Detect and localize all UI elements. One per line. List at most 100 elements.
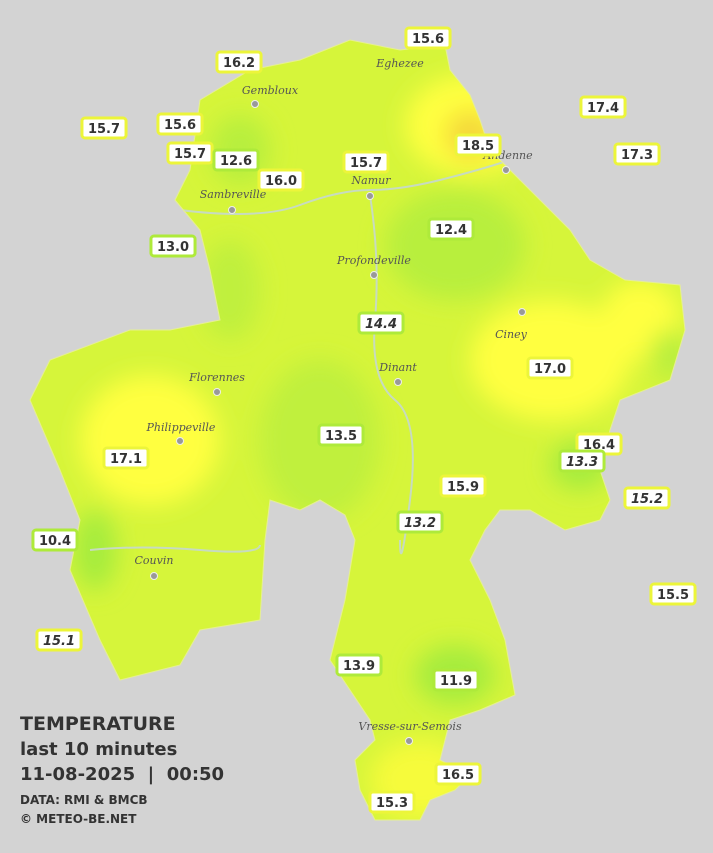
town-dot xyxy=(150,572,158,580)
station-label: 15.2 xyxy=(631,492,663,507)
town-dot xyxy=(518,308,526,316)
station-label: 16.2 xyxy=(223,56,255,71)
legend-title: TEMPERATURE xyxy=(20,713,176,735)
town-label: Sambreville xyxy=(200,188,267,201)
station-box xyxy=(613,142,661,166)
station-label: 17.0 xyxy=(534,362,566,377)
station-box xyxy=(31,528,79,552)
town-dot xyxy=(176,437,184,445)
station-box xyxy=(335,653,383,677)
station: 15.7 xyxy=(80,116,128,140)
station-box xyxy=(649,582,697,606)
station-label: 16.5 xyxy=(442,768,474,783)
station: 17.1 xyxy=(102,446,150,470)
town-dot xyxy=(502,166,510,174)
station: 15.3 xyxy=(368,790,416,814)
station-label: 13.0 xyxy=(157,240,189,255)
station-box xyxy=(404,26,452,50)
town-dot xyxy=(366,192,374,200)
station: 13.0 xyxy=(149,234,197,258)
town-label: Couvin xyxy=(135,554,174,567)
station-label: 15.7 xyxy=(350,156,382,171)
station-box xyxy=(102,446,150,470)
station: 15.9 xyxy=(439,474,487,498)
station-box xyxy=(579,95,627,119)
legend-credit: © METEO-BE.NET xyxy=(20,812,137,826)
station: 10.4 xyxy=(31,528,79,552)
station: 14.4 xyxy=(357,311,405,335)
station: 13.9 xyxy=(335,653,383,677)
town-dot xyxy=(370,271,378,279)
station-box xyxy=(432,668,480,692)
station-box xyxy=(317,423,365,447)
station-label: 16.4 xyxy=(583,438,615,453)
station: 15.7 xyxy=(166,141,214,165)
station: 15.5 xyxy=(649,582,697,606)
stations: 16.2 15.6 17.4 15.7 15.6 18.5 15.7 12.6 15.7 17.3… xyxy=(31,26,697,814)
station: 18.5 xyxy=(454,133,502,157)
station: 15.7 xyxy=(342,150,390,174)
town-label: Vresse-sur-Semois xyxy=(358,720,462,733)
station-label: 17.1 xyxy=(110,452,142,467)
station-label: 15.1 xyxy=(43,634,75,649)
town-label: Eghezee xyxy=(375,57,424,70)
station: 13.2 xyxy=(396,510,444,534)
station: 15.2 xyxy=(623,486,671,510)
station-label: 17.4 xyxy=(587,101,619,116)
station-box xyxy=(166,141,214,165)
station-label: 13.5 xyxy=(325,429,357,444)
station: 13.5 xyxy=(317,423,365,447)
station-label: 12.4 xyxy=(435,223,467,238)
station-label: 12.6 xyxy=(220,154,252,169)
town-label: Namur xyxy=(351,174,392,187)
town-label: Dinant xyxy=(378,361,417,374)
town-dot xyxy=(228,206,236,214)
towns: EghezeeGemblouxAndenneNamurSambrevillePr… xyxy=(135,57,533,745)
station: 12.4 xyxy=(427,217,475,241)
station-box xyxy=(396,510,444,534)
station-label: 15.3 xyxy=(376,796,408,811)
town-label: Profondeville xyxy=(336,254,411,267)
station: 15.6 xyxy=(156,112,204,136)
station-box xyxy=(212,148,260,172)
station: 11.9 xyxy=(432,668,480,692)
station-box xyxy=(342,150,390,174)
station: 12.6 xyxy=(212,148,260,172)
station-label: 15.7 xyxy=(174,147,206,162)
town-label: Florennes xyxy=(188,371,245,384)
station-label: 11.9 xyxy=(440,674,472,689)
station-label: 18.5 xyxy=(462,139,494,154)
legend: TEMPERATURE last 10 minutes 11-08-2025 |… xyxy=(20,713,224,826)
station: 15.1 xyxy=(35,628,83,652)
station-box xyxy=(434,762,482,786)
town-dot xyxy=(394,378,402,386)
station-label: 15.9 xyxy=(447,480,479,495)
station-label: 10.4 xyxy=(39,534,71,549)
town-dot xyxy=(251,100,259,108)
station-label: 15.6 xyxy=(412,32,444,47)
station: 16.5 xyxy=(434,762,482,786)
station-box xyxy=(357,311,405,335)
town-label: Gembloux xyxy=(242,84,299,97)
station-box xyxy=(454,133,502,157)
town-dot xyxy=(213,388,221,396)
town-label: Philippeville xyxy=(146,421,216,434)
station-box xyxy=(80,116,128,140)
station-box xyxy=(368,790,416,814)
station: 17.4 xyxy=(579,95,627,119)
station-label: 17.3 xyxy=(621,148,653,163)
legend-source: DATA: RMI & BMCB xyxy=(20,793,148,807)
station: 16.2 xyxy=(215,50,263,74)
station-label: 16.0 xyxy=(265,174,297,189)
station: 17.3 xyxy=(613,142,661,166)
station-label: 13.2 xyxy=(404,516,436,531)
station-label: 15.7 xyxy=(88,122,120,137)
station-box xyxy=(149,234,197,258)
town-label: Ciney xyxy=(495,328,528,341)
station-box xyxy=(558,449,606,473)
station-box xyxy=(35,628,83,652)
station: 13.3 xyxy=(558,449,606,473)
station-box xyxy=(156,112,204,136)
station-box xyxy=(257,168,305,192)
